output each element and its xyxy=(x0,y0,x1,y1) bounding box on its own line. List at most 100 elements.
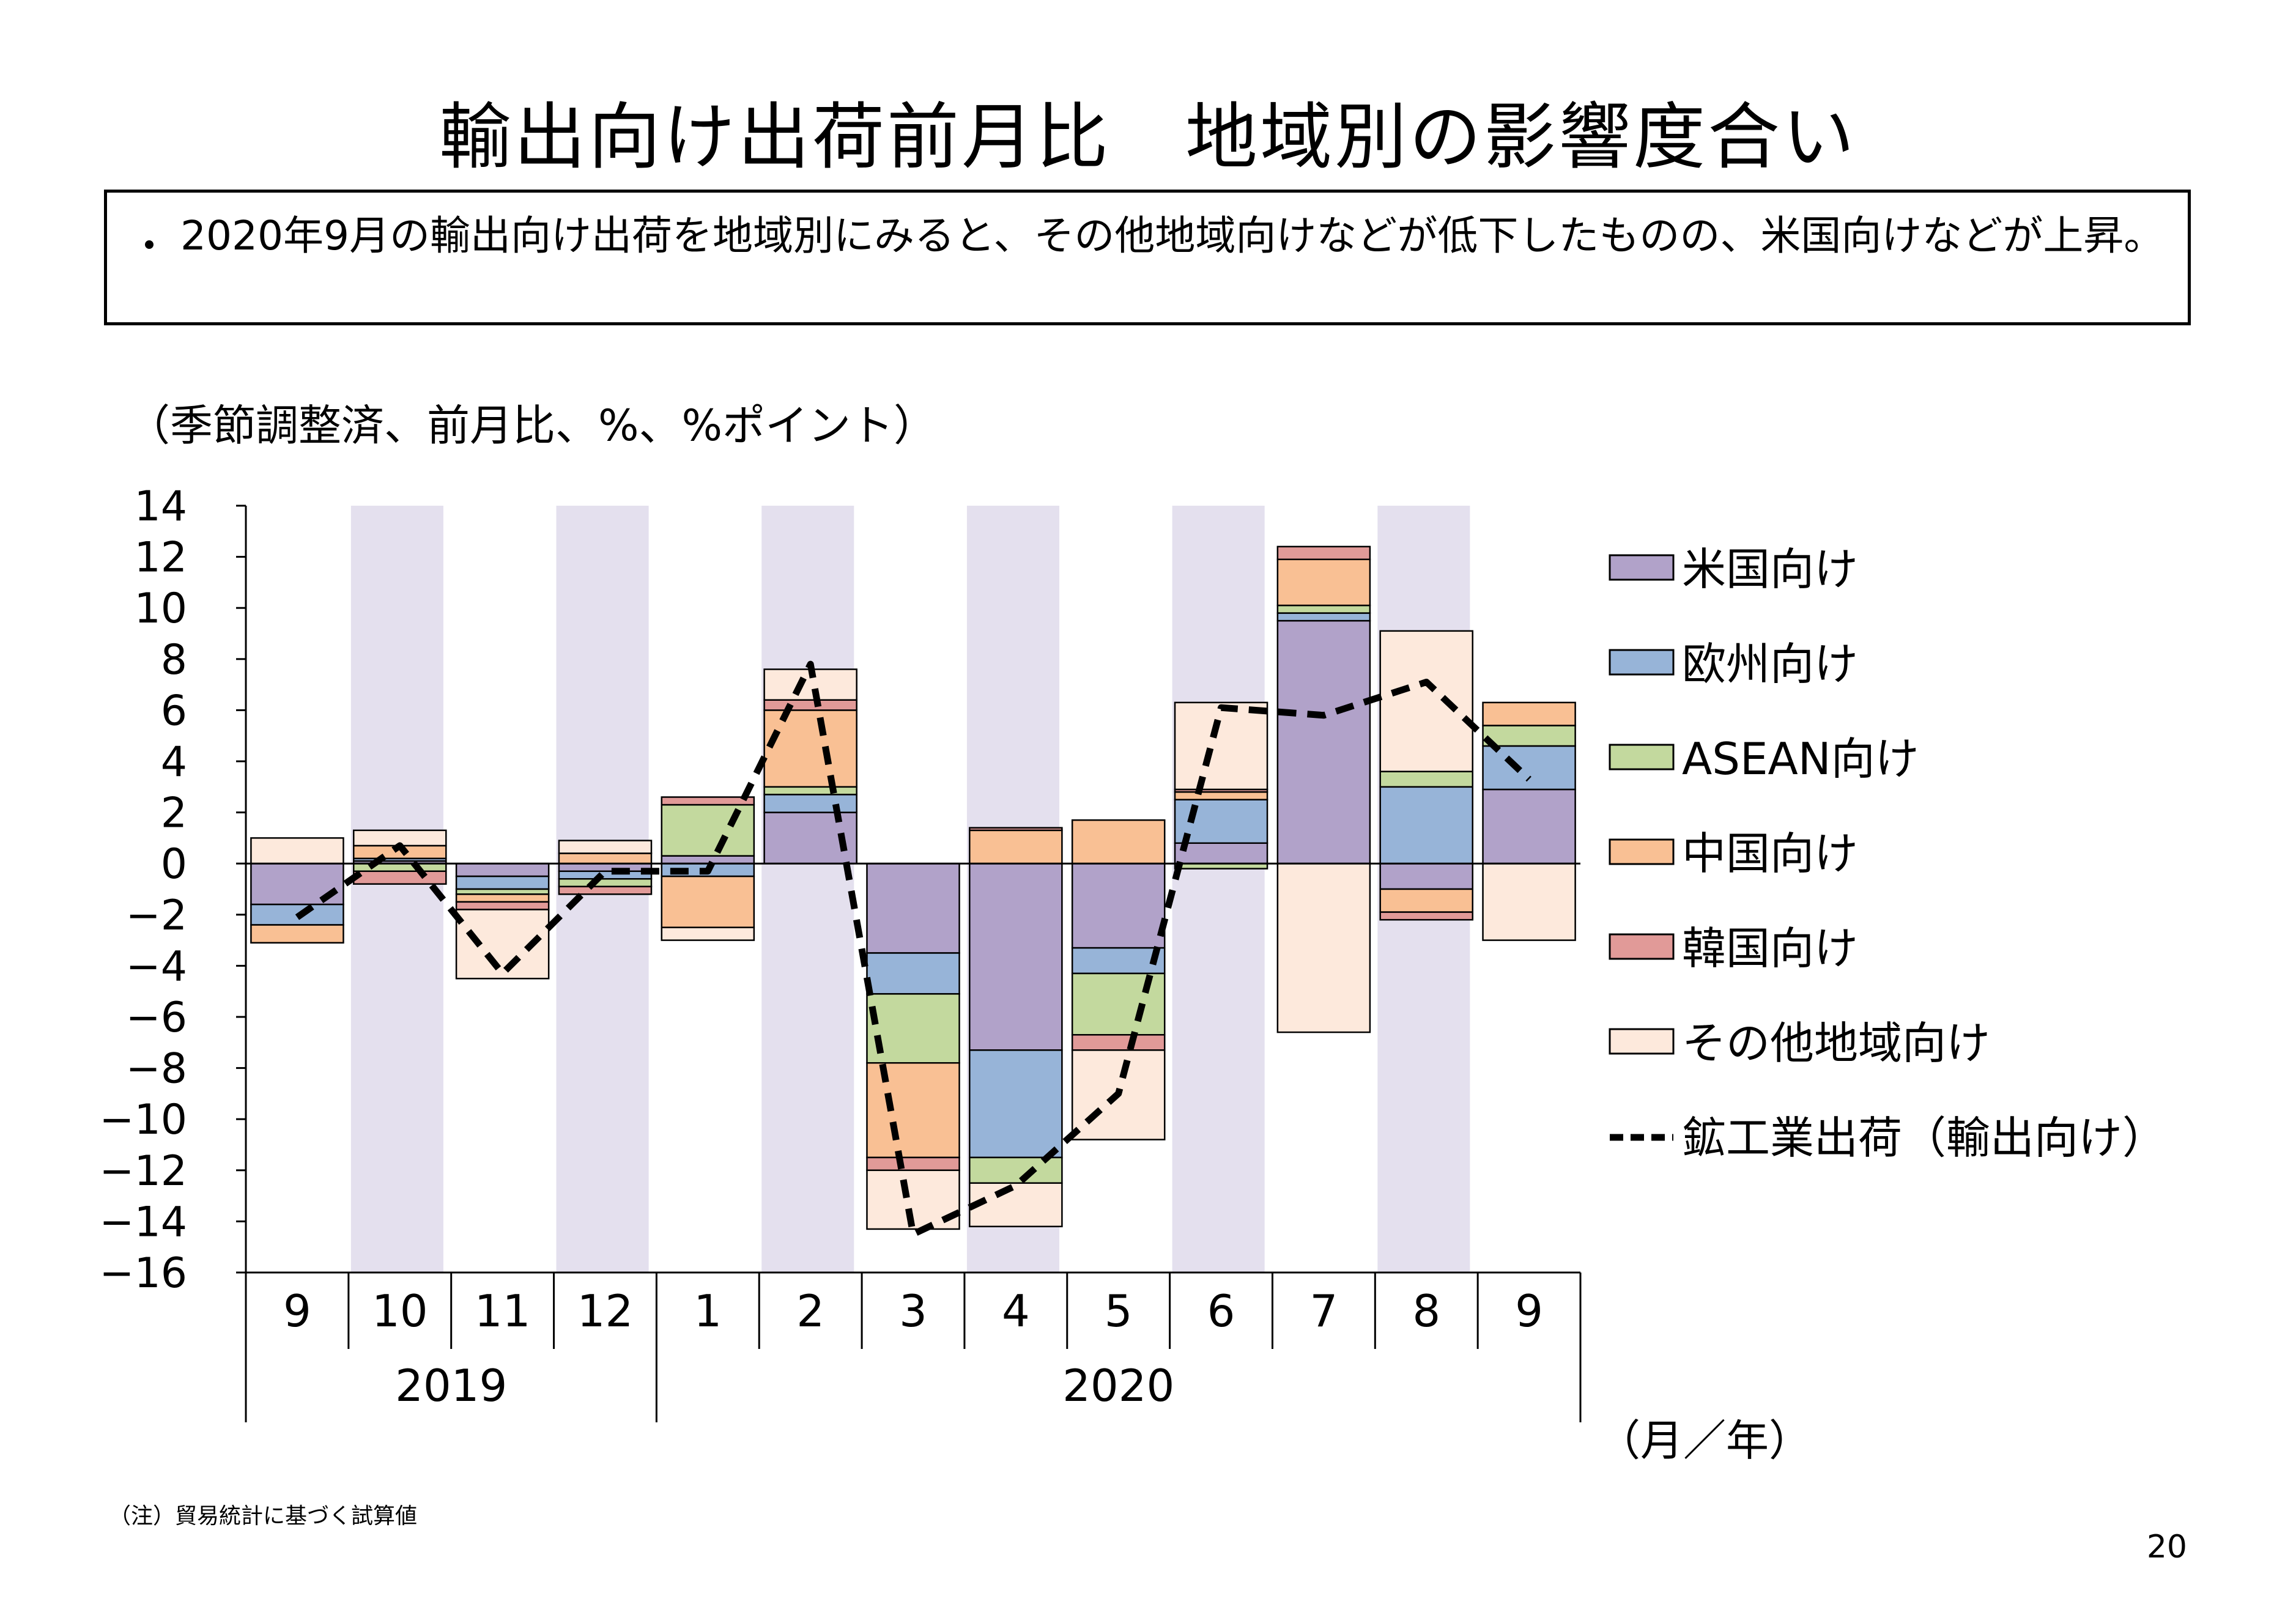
x-axis-unit: （月／年） xyxy=(1598,1416,1812,1466)
bar-segment-usa xyxy=(1071,862,1166,949)
y-tick-label: 6 xyxy=(161,687,187,735)
summary-text: 2020年9月の輸出向け出荷を地域別にみると、その他地域向けなどが低下したものの… xyxy=(180,212,2165,259)
line-layer xyxy=(295,660,1531,1238)
month-label: 4 xyxy=(1002,1285,1030,1337)
bar-segment-china xyxy=(1071,819,1166,865)
summary-box: ・ 2020年9月の輸出向け出荷を地域別にみると、その他地域向けなどが低下したも… xyxy=(104,190,2191,325)
legend-label-korea: 韓国向け xyxy=(1682,923,1858,974)
bar-segment-usa xyxy=(250,862,344,906)
legend-swatch-usa xyxy=(1609,554,1675,581)
bar-segment-europe xyxy=(763,794,857,813)
bar-segment-usa xyxy=(1276,619,1371,865)
bar-segment-usa xyxy=(866,862,960,954)
bar-segment-china xyxy=(866,1062,960,1159)
bar-segment-asean xyxy=(1379,770,1474,788)
y-tick-label: −2 xyxy=(126,892,187,940)
line-series-shipments xyxy=(295,660,1531,1238)
bars xyxy=(250,545,1576,1230)
page-number: 20 xyxy=(2146,1529,2187,1565)
bar-segment-asean xyxy=(352,862,447,872)
shaded-band xyxy=(1172,506,1265,1273)
legend-label-usa: 米国向け xyxy=(1682,544,1858,595)
legend-label-europe: 欧州向け xyxy=(1682,638,1858,690)
page-title: 輸出向け出荷前月比 地域別の影響度合い xyxy=(439,95,1857,179)
bar-segment-korea xyxy=(558,885,653,895)
bar-segment-other xyxy=(661,926,755,941)
legend-swatch-china xyxy=(1609,838,1675,865)
bar-segment-china xyxy=(1482,701,1576,726)
bar-segment-korea xyxy=(866,1156,960,1172)
y-tick-label: −16 xyxy=(99,1249,187,1298)
year-label: 2020 xyxy=(1062,1360,1174,1411)
bar-segment-other xyxy=(1379,630,1474,772)
month-label: 3 xyxy=(899,1285,927,1337)
y-tick-label: −14 xyxy=(99,1198,187,1246)
y-tick-label: 14 xyxy=(134,482,187,531)
bar-segment-other xyxy=(1482,862,1576,941)
footnote: （注）貿易統計に基づく試算値 xyxy=(109,1504,418,1529)
y-tick-label: 0 xyxy=(161,840,187,888)
legend-swatch-asean xyxy=(1609,744,1675,770)
shaded-band xyxy=(761,506,854,1273)
bar-segment-europe xyxy=(1482,745,1576,791)
bar-segment-usa xyxy=(558,862,653,872)
bar-segment-korea xyxy=(1071,1034,1166,1051)
bar-segment-asean xyxy=(1482,725,1576,747)
summary-bullet: ・ xyxy=(129,223,169,270)
bar-segment-china xyxy=(661,875,755,928)
legend-label-china: 中国向け xyxy=(1682,828,1858,879)
bar-segment-usa xyxy=(455,862,550,877)
y-tick-label: 4 xyxy=(161,738,187,786)
bar-segment-usa xyxy=(969,862,1063,1051)
y-tick-label: 8 xyxy=(161,636,187,684)
legend-label-asean: ASEAN向け xyxy=(1682,733,1919,785)
bar-segment-china xyxy=(1276,558,1371,607)
bar-segment-china xyxy=(558,852,653,865)
bar-segment-china xyxy=(969,829,1063,865)
month-label: 8 xyxy=(1412,1285,1440,1337)
bar-segment-europe xyxy=(1276,612,1371,622)
bar-segment-asean xyxy=(763,786,857,796)
bar-segment-usa xyxy=(1379,862,1474,890)
y-tick-label: −12 xyxy=(99,1147,187,1195)
bar-segment-europe xyxy=(1071,947,1166,975)
month-label: 6 xyxy=(1207,1285,1235,1337)
bar-segment-europe xyxy=(558,870,653,880)
y-tick-label: −4 xyxy=(126,942,187,991)
bar-segment-other xyxy=(969,1182,1063,1228)
bar-segment-korea xyxy=(455,901,550,911)
bar-segment-asean xyxy=(969,1156,1063,1184)
bar-segment-usa xyxy=(1482,788,1576,865)
bar-segment-europe xyxy=(1379,786,1474,865)
bar-segment-other xyxy=(1174,701,1268,791)
y-tick-label: 2 xyxy=(161,789,187,838)
unit-label: （季節調整済、前月比、%、%ポイント） xyxy=(127,401,937,451)
bar-segment-china xyxy=(250,924,344,944)
bar-segment-usa xyxy=(661,855,755,865)
y-tick-label: −6 xyxy=(126,994,187,1042)
bar-segment-korea xyxy=(352,870,447,885)
shaded-band xyxy=(350,506,443,1273)
year-label: 2019 xyxy=(395,1360,507,1411)
legend-label-line: 鉱工業出荷（輸出向け） xyxy=(1682,1112,2166,1164)
bar-segment-asean xyxy=(558,878,653,888)
bar-segment-europe xyxy=(866,952,960,995)
bar-segment-asean xyxy=(455,888,550,895)
bar-segment-china xyxy=(1379,888,1474,913)
bar-segment-other xyxy=(250,837,344,865)
month-label: 12 xyxy=(577,1285,634,1337)
bar-segment-korea xyxy=(1276,545,1371,561)
bar-segment-other xyxy=(1276,862,1371,1033)
month-label: 11 xyxy=(475,1285,531,1337)
month-label: 10 xyxy=(372,1285,428,1337)
month-label: 5 xyxy=(1105,1285,1133,1337)
y-tick-label: 12 xyxy=(134,534,187,582)
y-tick-label: −10 xyxy=(99,1096,187,1144)
bar-segment-other xyxy=(558,840,653,854)
y-tick-label: −8 xyxy=(126,1045,187,1093)
bar-segment-china xyxy=(763,709,857,788)
bar-segment-usa xyxy=(1174,842,1268,865)
